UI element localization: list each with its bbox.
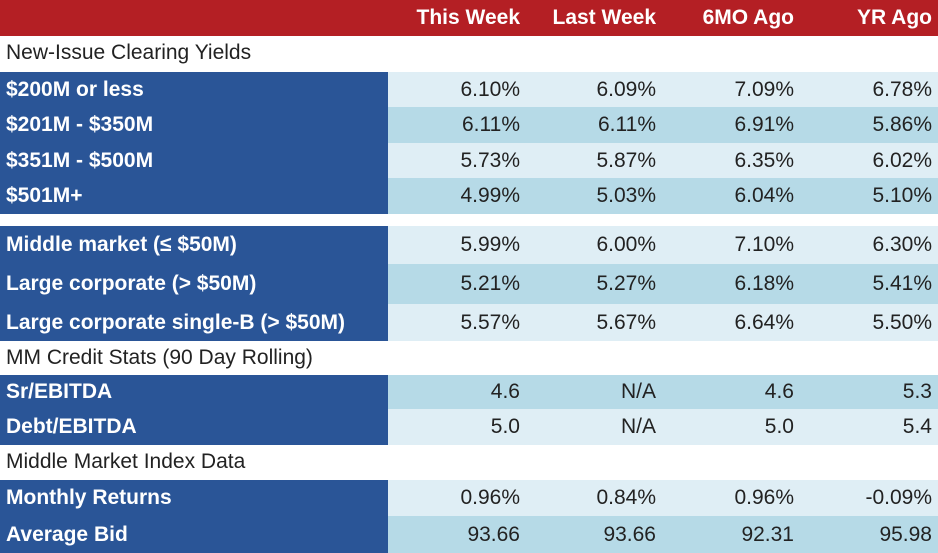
- cell-last-week: 93.66: [603, 523, 656, 546]
- table-row: Middle market (≤ $50M) 5.99% 6.00% 7.10%…: [0, 226, 938, 264]
- cell-this-week: 5.57%: [460, 311, 520, 334]
- cell-yr-ago: -0.09%: [865, 486, 932, 509]
- row-label: Average Bid: [0, 516, 388, 553]
- table-row: Large corporate (> $50M) 5.21% 5.27% 6.1…: [0, 264, 938, 304]
- cell-yr-ago: 5.41%: [872, 272, 932, 295]
- cell-last-week: 6.09%: [596, 78, 656, 101]
- cell-this-week: 5.21%: [460, 272, 520, 295]
- cell-last-week: N/A: [620, 380, 656, 403]
- row-label: Large corporate (> $50M): [0, 264, 388, 304]
- header-6mo-ago: 6MO Ago: [702, 6, 794, 29]
- cell-6mo-ago: 7.09%: [734, 78, 794, 101]
- cell-yr-ago: 5.86%: [872, 113, 932, 136]
- table-row: Large corporate single-B (> $50M) 5.57% …: [0, 304, 938, 341]
- cell-6mo-ago: 0.96%: [734, 486, 794, 509]
- cell-6mo-ago: 5.0: [764, 415, 794, 438]
- cell-this-week: 0.96%: [460, 486, 520, 509]
- row-label: Large corporate single-B (> $50M): [0, 304, 388, 341]
- cell-6mo-ago: 6.91%: [734, 113, 794, 136]
- table-row: Debt/EBITDA 5.0 N/A 5.0 5.4: [0, 409, 938, 445]
- row-label: $200M or less: [0, 72, 388, 107]
- cell-this-week: 4.99%: [460, 184, 520, 207]
- row-label: $201M - $350M: [0, 107, 388, 143]
- cell-yr-ago: 5.3: [902, 380, 932, 403]
- cell-yr-ago: 5.4: [902, 415, 932, 438]
- cell-this-week: 5.73%: [460, 149, 520, 172]
- row-label: $351M - $500M: [0, 143, 388, 178]
- cell-yr-ago: 95.98: [879, 523, 932, 546]
- cell-last-week: 6.00%: [596, 233, 656, 256]
- table-row: $200M or less 6.10% 6.09% 7.09% 6.78%: [0, 72, 938, 107]
- cell-yr-ago: 6.30%: [872, 233, 932, 256]
- section-title-new-issue: New-Issue Clearing Yields: [6, 41, 252, 64]
- table-header: This Week Last Week 6MO Ago YR Ago: [0, 0, 938, 36]
- cell-this-week: 5.0: [490, 415, 520, 438]
- cell-last-week: 5.27%: [596, 272, 656, 295]
- table-row: Sr/EBITDA 4.6 N/A 4.6 5.3: [0, 375, 938, 409]
- table-row: Average Bid 93.66 93.66 92.31 95.98: [0, 516, 938, 553]
- cell-yr-ago: 6.78%: [872, 78, 932, 101]
- row-label: Monthly Returns: [0, 480, 388, 516]
- cell-last-week: 6.11%: [598, 113, 656, 136]
- cell-this-week: 93.66: [467, 523, 520, 546]
- table-row: $351M - $500M 5.73% 5.87% 6.35% 6.02%: [0, 143, 938, 178]
- cell-yr-ago: 5.10%: [872, 184, 932, 207]
- cell-last-week: 0.84%: [596, 486, 656, 509]
- cell-this-week: 5.99%: [460, 233, 520, 256]
- cell-6mo-ago: 6.04%: [734, 184, 794, 207]
- cell-6mo-ago: 92.31: [741, 523, 794, 546]
- row-label: $501M+: [0, 178, 388, 214]
- cell-6mo-ago: 7.10%: [734, 233, 794, 256]
- cell-last-week: 5.67%: [596, 311, 656, 334]
- header-last-week: Last Week: [552, 6, 657, 29]
- header-yr-ago: YR Ago: [856, 6, 932, 29]
- section-title-index-data: Middle Market Index Data: [6, 450, 246, 473]
- table-row: $501M+ 4.99% 5.03% 6.04% 5.10%: [0, 178, 938, 214]
- cell-yr-ago: 6.02%: [872, 149, 932, 172]
- row-label: Middle market (≤ $50M): [0, 226, 388, 264]
- cell-yr-ago: 5.50%: [872, 311, 932, 334]
- table-row: $201M - $350M 6.11% 6.11% 6.91% 5.86%: [0, 107, 938, 143]
- cell-6mo-ago: 4.6: [764, 380, 794, 403]
- table-row: Monthly Returns 0.96% 0.84% 0.96% -0.09%: [0, 480, 938, 516]
- cell-last-week: N/A: [620, 415, 656, 438]
- cell-6mo-ago: 6.64%: [734, 311, 794, 334]
- row-label: Debt/EBITDA: [0, 409, 388, 445]
- cell-this-week: 4.6: [490, 380, 520, 403]
- group-divider: [0, 214, 938, 226]
- cell-6mo-ago: 6.18%: [734, 272, 794, 295]
- row-label: Sr/EBITDA: [0, 375, 388, 409]
- cell-this-week: 6.11%: [462, 113, 520, 136]
- cell-6mo-ago: 6.35%: [734, 149, 794, 172]
- header-this-week: This Week: [416, 6, 520, 29]
- cell-last-week: 5.03%: [596, 184, 656, 207]
- cell-this-week: 6.10%: [460, 78, 520, 101]
- section-title-credit-stats: MM Credit Stats (90 Day Rolling): [6, 346, 313, 369]
- cell-last-week: 5.87%: [596, 149, 656, 172]
